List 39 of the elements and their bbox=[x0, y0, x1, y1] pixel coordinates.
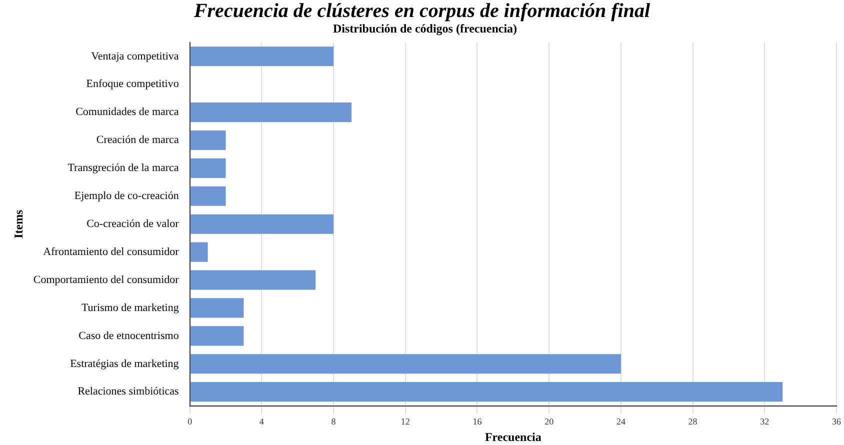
bar bbox=[190, 214, 334, 234]
x-tick-label: 24 bbox=[616, 416, 626, 427]
y-axis-title: Items bbox=[11, 209, 26, 238]
bar bbox=[190, 130, 226, 150]
x-tick-label: 32 bbox=[760, 416, 770, 427]
bar bbox=[190, 326, 244, 346]
y-tick-label: Caso de etnocentrismo bbox=[78, 330, 180, 342]
x-tick-label: 0 bbox=[188, 416, 193, 427]
y-tick-label: Ejemplo de co-creación bbox=[74, 190, 180, 202]
bar bbox=[190, 354, 621, 374]
y-tick-label: Comportamiento del consumidor bbox=[33, 274, 180, 286]
chart-subtitle: Distribución de códigos (frecuencia) bbox=[332, 21, 518, 36]
y-tick-label: Comunidades de marca bbox=[76, 106, 179, 118]
x-tick-label: 20 bbox=[544, 416, 554, 427]
bar bbox=[190, 158, 226, 178]
bar bbox=[190, 298, 244, 318]
x-tick-label: 4 bbox=[259, 416, 264, 427]
bar bbox=[190, 270, 316, 290]
y-tick-label: Relaciones simbióticas bbox=[78, 386, 179, 398]
chart-title: Frecuencia de clústeres en corpus de información final bbox=[192, 0, 652, 22]
y-tick-label: Afrontamiento del consumidor bbox=[43, 246, 180, 258]
y-tick-label: Transgreción de la marca bbox=[68, 162, 179, 174]
x-tick-label: 8 bbox=[331, 416, 336, 427]
x-tick-label: 16 bbox=[472, 416, 482, 427]
x-axis-title: Frecuencia bbox=[484, 430, 542, 444]
bar bbox=[190, 242, 208, 262]
y-tick-label: Creación de marca bbox=[96, 134, 179, 146]
y-tick-label: Co-creación de valor bbox=[86, 218, 180, 230]
x-tick-label: 12 bbox=[400, 416, 410, 427]
y-tick-label: Estratégias de marketing bbox=[70, 358, 180, 370]
bar bbox=[190, 186, 226, 206]
x-tick-label: 28 bbox=[688, 416, 698, 427]
y-tick-label: Ventaja competitiva bbox=[91, 50, 179, 62]
bar bbox=[190, 382, 783, 402]
y-tick-label: Turismo de marketing bbox=[81, 302, 180, 314]
bar bbox=[190, 102, 352, 122]
x-tick-label: 36 bbox=[832, 416, 842, 427]
bar bbox=[190, 46, 334, 66]
y-tick-label: Enfoque competitivo bbox=[86, 78, 180, 90]
